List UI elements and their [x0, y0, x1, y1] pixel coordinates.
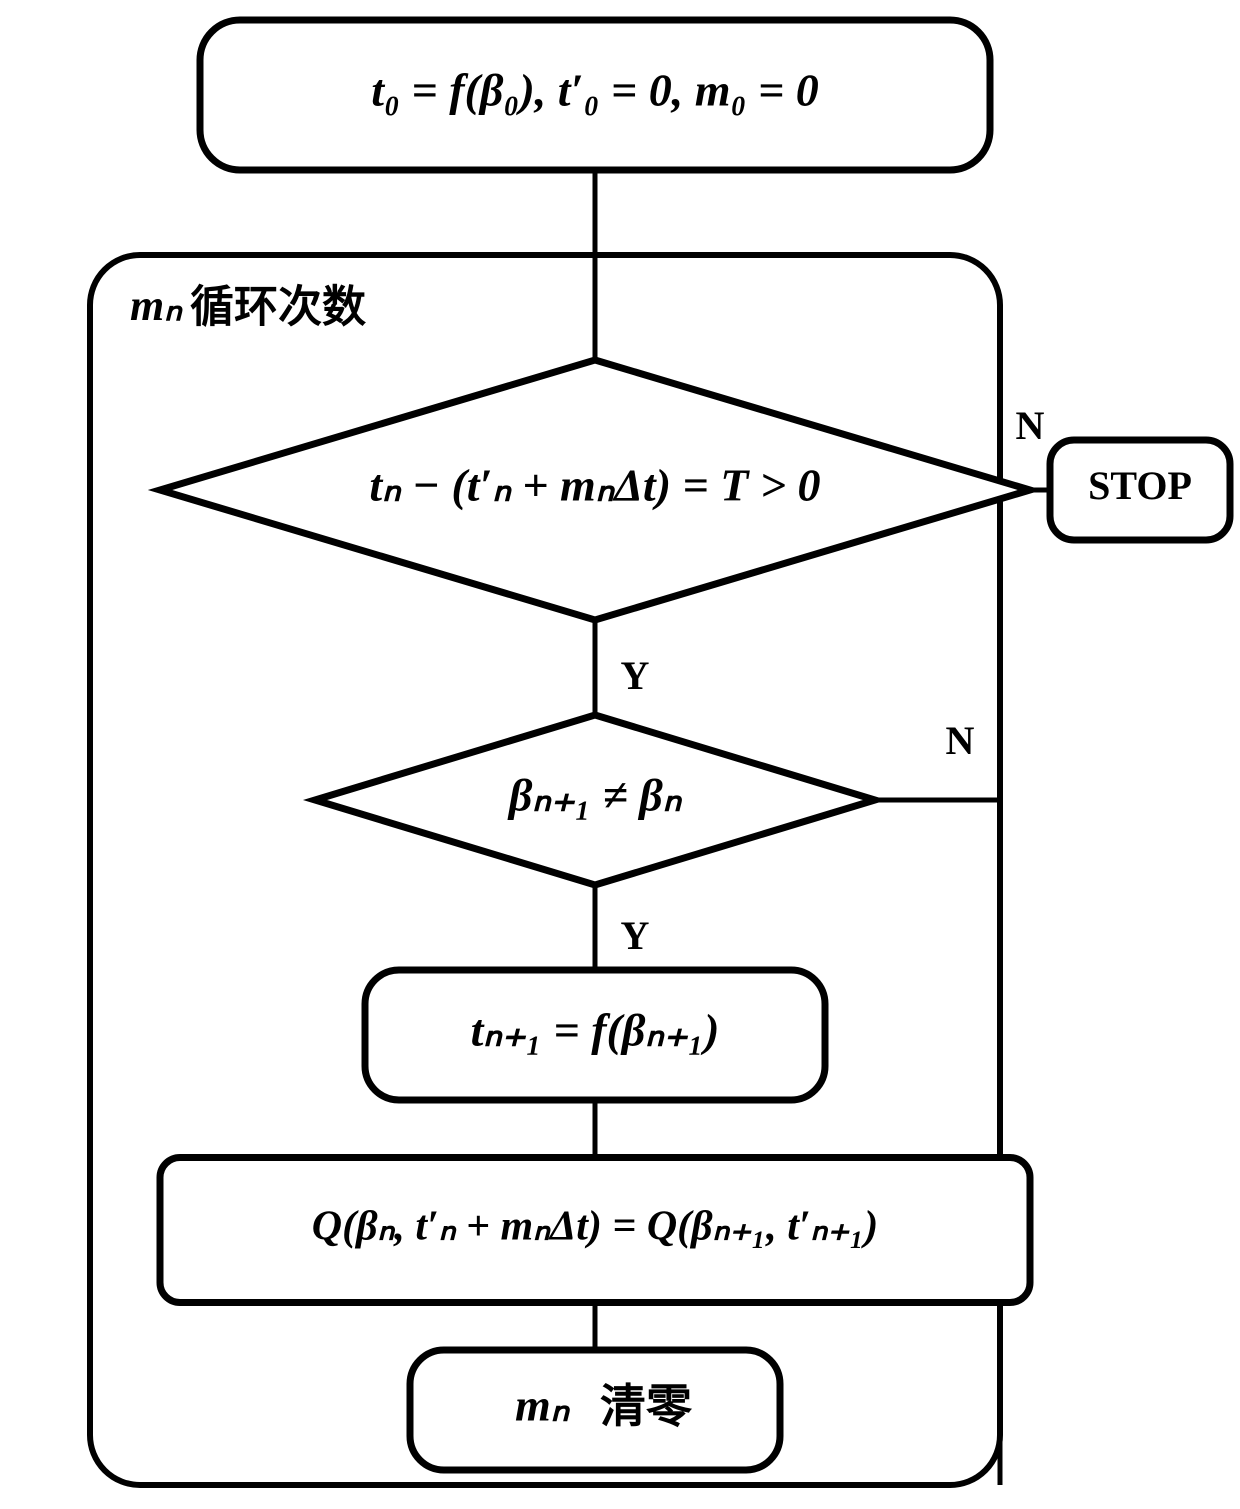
stop-text: STOP [1088, 463, 1192, 508]
edge-label-Y: Y [621, 913, 650, 958]
cond1-text: tₙ − (t′ₙ + mₙΔt) = T > 0 [369, 460, 820, 511]
proc2-text: Q(βₙ, t′ₙ + mₙΔt) = Q(βₙ₊₁, t′ₙ₊₁) [312, 1204, 878, 1250]
flowchart-canvas: mₙ循环次数NYNYt₀ = f(β₀), t′₀ = 0, m₀ = 0tₙ … [0, 0, 1240, 1509]
loop-label-text: 循环次数 [190, 283, 366, 332]
edge-label-N: N [1016, 403, 1045, 448]
proc1-text: tₙ₊₁ = f(βₙ₊₁) [471, 1005, 720, 1056]
edge-label-N: N [946, 718, 975, 763]
edge-label-Y: Y [621, 653, 650, 698]
cond2-text: βₙ₊₁ ≠ βₙ [507, 770, 683, 821]
proc3-text: 清零 [600, 1380, 693, 1432]
init-text: t₀ = f(β₀), t′₀ = 0, m₀ = 0 [371, 65, 819, 116]
proc3-var: mₙ [515, 1380, 571, 1431]
loop-label-var: mₙ [130, 281, 183, 330]
